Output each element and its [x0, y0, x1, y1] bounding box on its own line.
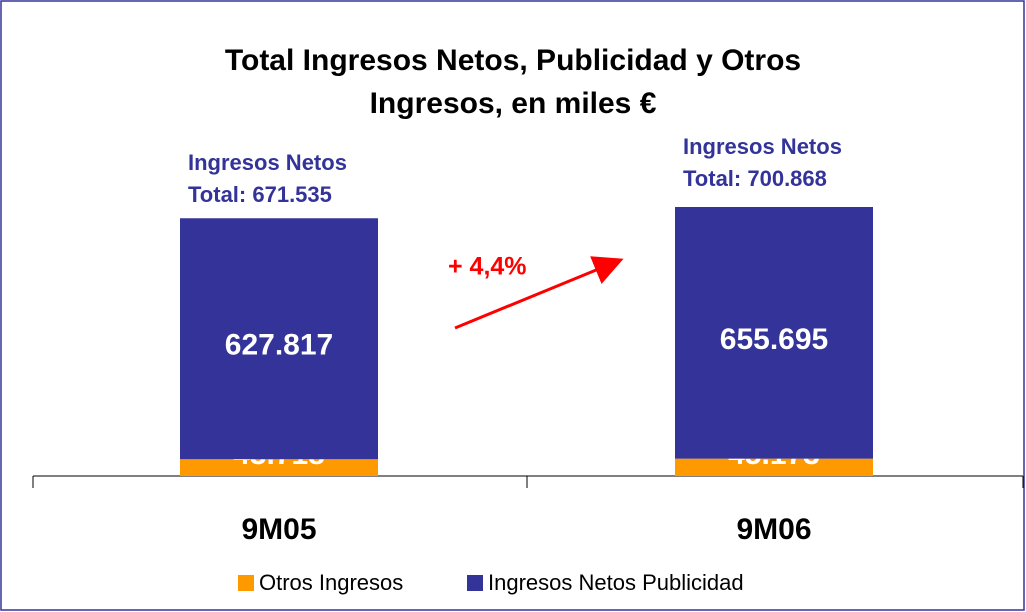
x-tick-label: 9M05 [241, 513, 316, 546]
x-tick-label: 9M06 [736, 513, 811, 546]
total-annotation: Total: 700.868 [683, 166, 827, 191]
growth-annotation: + 4,4% [448, 253, 527, 281]
bar-segment [180, 459, 378, 476]
value-label: 655.695 [720, 323, 828, 356]
bar-segment [675, 458, 873, 476]
bar-segment [675, 207, 873, 459]
total-annotation: Ingresos Netos [188, 150, 347, 175]
chart-title: Total Ingresos Netos, Publicidad y Otros [225, 44, 801, 77]
chart-title: Ingresos, en miles € [370, 87, 657, 120]
legend-label: Ingresos Netos Publicidad [488, 570, 744, 595]
total-annotation: Total: 671.535 [188, 182, 332, 207]
total-annotation: Ingresos Netos [683, 134, 842, 159]
growth-arrow [454, 256, 624, 330]
legend-swatch [238, 575, 254, 591]
bar-segment [180, 218, 378, 460]
value-label: 627.817 [225, 329, 333, 362]
legend-swatch [467, 575, 483, 591]
legend-label: Otros Ingresos [259, 570, 403, 595]
